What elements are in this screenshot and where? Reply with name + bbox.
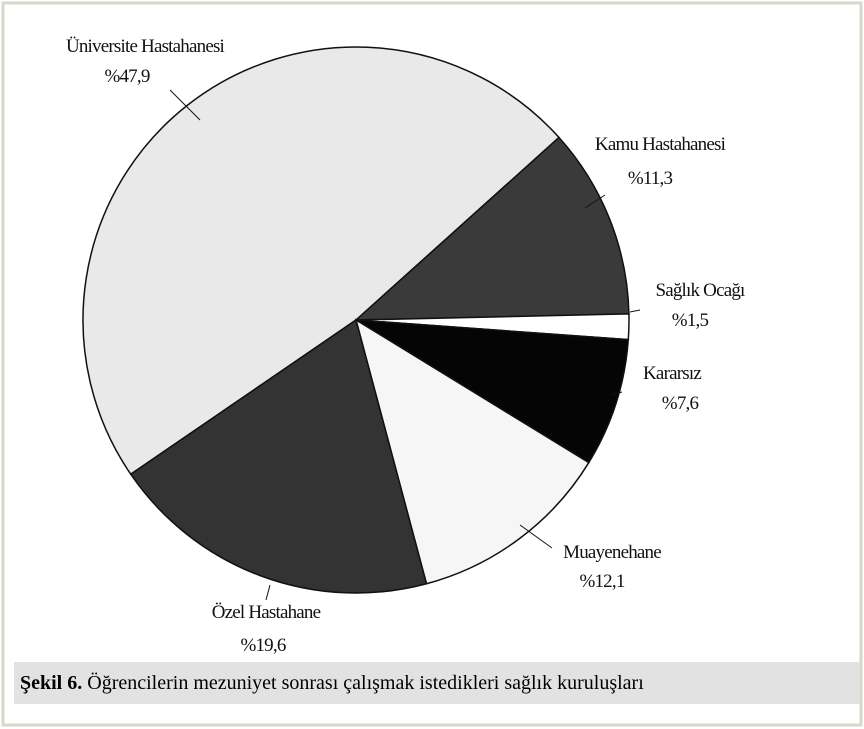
slice-value-label: %19,6 [240, 635, 285, 656]
slice-value-label: %1,5 [672, 310, 709, 331]
slice-value-label: %12,1 [579, 571, 624, 592]
pie-slice [82, 46, 561, 476]
slice-value-label: %47,9 [104, 66, 149, 87]
leader-line [169, 89, 201, 121]
slice-label: Kararsız [643, 363, 701, 384]
leader-line [629, 309, 641, 313]
leader-line [584, 194, 606, 209]
pie-slice [353, 136, 630, 321]
leader-line [611, 391, 623, 396]
pie-slice [355, 319, 630, 464]
pie-slice [354, 318, 590, 585]
slice-label: Üniversite Hastahanesi [66, 36, 225, 57]
leader-line [519, 524, 553, 549]
caption: Şekil 6. Öğrencilerin mezuniyet sonrası … [14, 662, 860, 704]
slice-value-label: %7,6 [662, 393, 699, 414]
pie-slice [129, 318, 428, 594]
leader-line [265, 584, 271, 601]
caption-label: Şekil 6. [20, 672, 83, 694]
slice-label: Muayenehane [563, 542, 661, 563]
slice-value-label: %11,3 [628, 168, 673, 189]
caption-text: Öğrencilerin mezuniyet sonrası çalışmak … [87, 672, 644, 694]
slice-label: Sağlık Ocağı [655, 280, 745, 301]
slice-label: Özel Hastahane [212, 602, 321, 623]
slice-label: Kamu Hastahanesi [595, 134, 726, 155]
